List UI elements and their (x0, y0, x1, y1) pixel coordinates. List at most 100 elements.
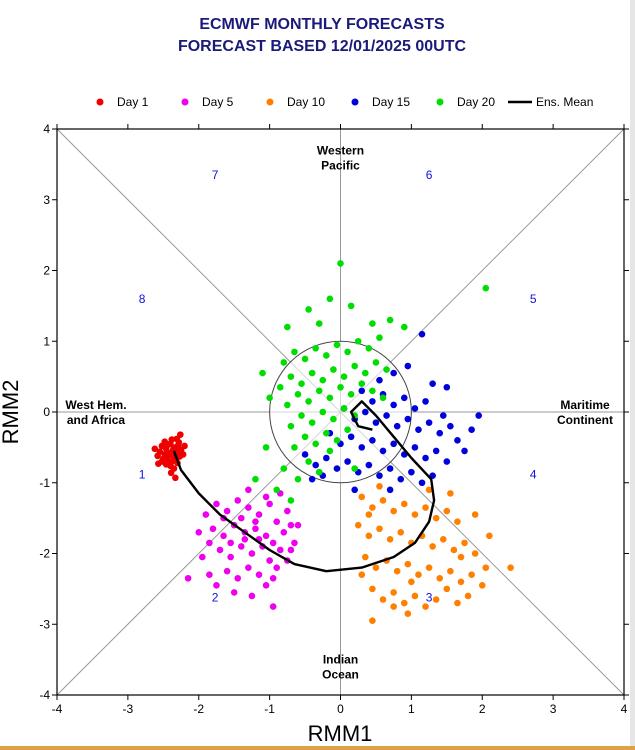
legend-dot-swatch (351, 98, 359, 106)
x-tick-label: -3 (123, 702, 134, 716)
data-point (358, 444, 366, 451)
legend-label: Day 5 (202, 95, 234, 109)
data-point (369, 585, 376, 593)
data-point (447, 422, 454, 430)
data-point (301, 451, 309, 458)
data-point (330, 366, 337, 373)
data-point (443, 383, 451, 391)
data-point (333, 437, 341, 444)
data-point (323, 352, 330, 359)
data-point (209, 525, 217, 533)
data-point (298, 380, 305, 388)
data-point (305, 398, 312, 405)
data-point (266, 394, 273, 402)
data-point (436, 429, 444, 437)
data-point (390, 603, 397, 610)
data-point (181, 442, 188, 450)
data-point (486, 532, 493, 540)
data-point (284, 401, 291, 409)
data-point (294, 521, 302, 529)
data-point (237, 514, 245, 522)
data-point (411, 444, 419, 451)
x-tick-label: 3 (550, 702, 557, 716)
data-point (315, 387, 323, 395)
data-point (245, 486, 252, 494)
y-tick-label: -1 (39, 476, 50, 490)
data-point (323, 429, 330, 437)
data-point (404, 362, 412, 370)
phase-grid (56, 128, 625, 696)
data-point (351, 465, 358, 472)
data-point (393, 422, 401, 430)
phase-label: 5 (530, 292, 537, 306)
x-tick-label: 4 (621, 702, 628, 716)
data-point (457, 578, 465, 586)
data-point (432, 447, 440, 455)
data-point (301, 355, 309, 363)
data-point (447, 567, 454, 575)
phase-label: 4 (530, 467, 537, 481)
data-point (471, 550, 479, 557)
data-point (276, 546, 284, 554)
data-point (390, 401, 397, 409)
data-point (365, 461, 373, 469)
data-point (266, 500, 273, 508)
data-point (168, 436, 176, 443)
x-tick-label: -2 (193, 702, 204, 716)
data-point (507, 564, 514, 571)
data-point (280, 465, 288, 472)
data-point (383, 412, 390, 419)
data-point (273, 486, 281, 494)
data-point (284, 507, 291, 515)
y-tick-label: 3 (43, 193, 50, 207)
data-point (415, 571, 422, 579)
chart-subtitle: FORECAST BASED 12/01/2025 00UTC (178, 38, 467, 55)
phase-label: 1 (139, 467, 146, 481)
data-point (347, 391, 355, 398)
data-point (223, 507, 231, 515)
data-point (411, 511, 419, 518)
phase-label: 6 (426, 168, 433, 182)
data-point (326, 394, 334, 402)
data-point (319, 408, 327, 416)
data-point (305, 306, 312, 313)
data-point (269, 539, 277, 547)
data-point (167, 469, 175, 477)
data-point (269, 603, 277, 610)
data-point (365, 345, 373, 352)
data-point (358, 493, 366, 501)
data-point (376, 376, 383, 384)
data-point (418, 479, 426, 487)
data-point (369, 320, 376, 327)
data-point (340, 405, 348, 412)
data-point (305, 458, 312, 465)
data-point (425, 564, 433, 571)
data-point (337, 260, 344, 267)
x-tick-label: 2 (479, 702, 486, 716)
data-point (468, 571, 475, 579)
data-point (365, 511, 373, 518)
data-point (369, 437, 376, 444)
data-point (425, 486, 433, 494)
data-point (482, 564, 490, 571)
data-point (408, 468, 415, 476)
data-point (447, 490, 454, 497)
x-tick-label: 0 (337, 702, 344, 716)
phase-label: 2 (212, 590, 219, 604)
data-point (422, 603, 429, 610)
data-point (326, 447, 334, 455)
data-point (323, 454, 330, 462)
data-point (262, 582, 270, 589)
y-tick-label: 2 (43, 264, 50, 278)
data-point (365, 532, 373, 540)
data-point (439, 412, 447, 419)
ens-mean-track (172, 400, 436, 573)
data-point (369, 617, 376, 625)
data-point (161, 438, 169, 446)
phase-label: 7 (212, 168, 219, 182)
data-point (457, 553, 465, 561)
data-point (269, 574, 277, 582)
y-tick-label: -4 (39, 688, 50, 702)
data-point (164, 453, 171, 460)
data-point (369, 398, 376, 405)
